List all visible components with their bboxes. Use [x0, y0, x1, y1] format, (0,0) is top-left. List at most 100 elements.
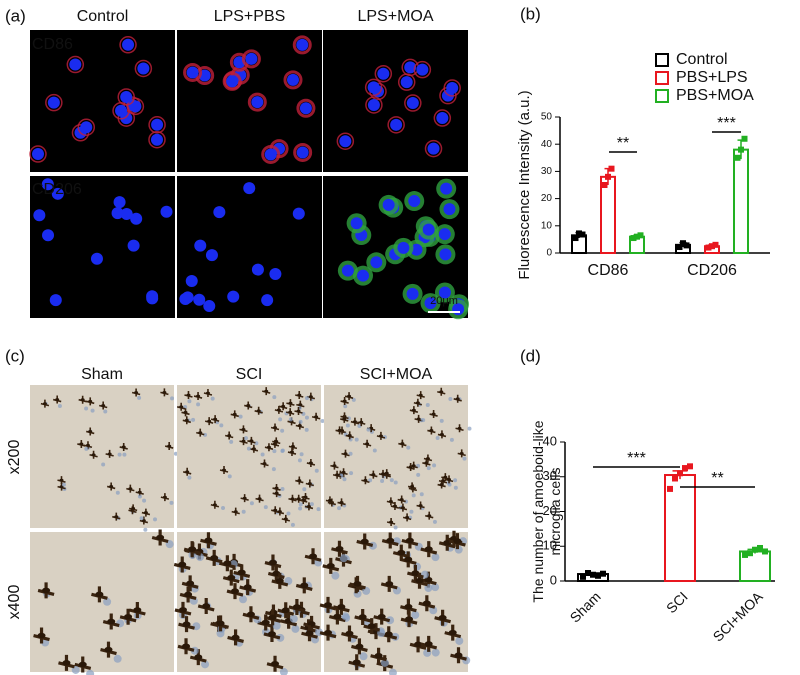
- nucleus: [422, 223, 435, 236]
- nucleus: [411, 493, 416, 498]
- microglia-body: [341, 470, 346, 474]
- nucleus: [120, 90, 133, 103]
- microglia-body: [363, 478, 368, 482]
- nucleus: [251, 263, 264, 276]
- cell-membrane: [374, 64, 393, 83]
- microglia-body: [128, 487, 133, 491]
- nucleus: [408, 195, 421, 208]
- microglia-body: [186, 393, 191, 397]
- nucleus: [227, 474, 232, 479]
- microglia-body: [237, 569, 246, 576]
- nucleus: [316, 507, 321, 512]
- microglia-body: [424, 641, 433, 647]
- nucleus: [298, 502, 303, 507]
- nucleus: [299, 102, 312, 115]
- nucleus: [367, 98, 380, 111]
- nucleus: [194, 239, 207, 252]
- nucleus: [90, 252, 103, 265]
- microglia-body: [399, 498, 404, 501]
- microglia-body: [333, 613, 342, 620]
- y-axis-label: microglia cells: [547, 468, 563, 556]
- nucleus: [439, 418, 444, 423]
- data-point: [752, 546, 758, 553]
- nucleus: [341, 612, 350, 621]
- nucleus: [443, 203, 456, 216]
- legend-swatch: [655, 89, 669, 103]
- nucleus: [436, 112, 449, 125]
- microglia-body: [182, 643, 191, 650]
- microglia-body: [227, 434, 232, 437]
- data-point: [687, 463, 693, 470]
- nucleus: [446, 81, 459, 94]
- microglia-body: [268, 559, 277, 566]
- microglia-body: [290, 497, 295, 501]
- nucleus: [205, 249, 218, 262]
- nucleus: [382, 198, 395, 211]
- column-label: Sham: [81, 366, 123, 383]
- nucleus: [47, 96, 60, 109]
- nucleus: [57, 404, 62, 409]
- microglia-body: [55, 398, 60, 401]
- nucleus: [101, 462, 106, 467]
- nucleus: [41, 178, 54, 191]
- microglia-body: [415, 401, 420, 405]
- data-point: [585, 570, 591, 577]
- nucleus: [249, 501, 254, 506]
- nucleus: [115, 490, 120, 495]
- microglia-body: [251, 447, 256, 451]
- data-point: [680, 240, 686, 247]
- cell-membrane: [66, 55, 85, 74]
- nucleus: [345, 423, 350, 428]
- data-point: [600, 570, 606, 577]
- nucleus: [348, 451, 353, 456]
- microglia-body: [80, 398, 85, 402]
- x-tick-label: SCI+MOA: [710, 588, 767, 645]
- nucleus: [406, 445, 411, 450]
- microglia-body: [182, 621, 191, 627]
- microglia-body: [167, 444, 172, 448]
- microglia-body: [411, 570, 420, 576]
- column-label: SCI: [236, 366, 263, 383]
- nucleus: [238, 414, 243, 419]
- nucleus: [432, 519, 437, 524]
- microglia-body: [303, 495, 308, 499]
- micrograph: [324, 532, 468, 672]
- data-point: [738, 146, 744, 153]
- bar: [733, 148, 749, 254]
- data-point: [667, 485, 673, 492]
- microglia-body: [358, 614, 367, 620]
- microglia-body: [324, 602, 333, 608]
- y-tick-label: 20: [541, 193, 553, 204]
- nucleus: [432, 463, 437, 468]
- microglia-body: [246, 611, 255, 618]
- nucleus: [416, 63, 429, 76]
- y-tick-label: 20: [543, 503, 557, 518]
- cell-membrane: [387, 116, 405, 134]
- nucleus: [117, 452, 122, 457]
- microglia-body: [91, 453, 96, 457]
- nucleus: [246, 446, 251, 451]
- x-tick-label: CD206: [687, 262, 737, 279]
- microglia-body: [275, 578, 284, 584]
- cell-membrane: [443, 79, 461, 97]
- microglia-body: [230, 588, 239, 594]
- microglia-body: [194, 654, 203, 660]
- nucleus: [263, 505, 268, 510]
- microglia-body: [183, 410, 188, 414]
- cell-membrane: [241, 49, 261, 69]
- nucleus: [271, 467, 276, 472]
- nucleus: [431, 648, 440, 657]
- nucleus: [380, 479, 385, 484]
- microglia-body: [107, 618, 116, 625]
- microglia-body: [339, 501, 344, 504]
- data-point: [595, 572, 601, 579]
- nucleus: [386, 616, 395, 625]
- nucleus: [368, 478, 373, 483]
- microglia-body: [137, 490, 142, 494]
- y-axis-label: The number of amoeboid-like: [530, 420, 546, 602]
- nucleus: [245, 52, 258, 65]
- nucleus: [297, 458, 302, 463]
- microglia-body: [296, 409, 301, 413]
- nucleus: [304, 427, 309, 432]
- microglia-body: [307, 482, 312, 485]
